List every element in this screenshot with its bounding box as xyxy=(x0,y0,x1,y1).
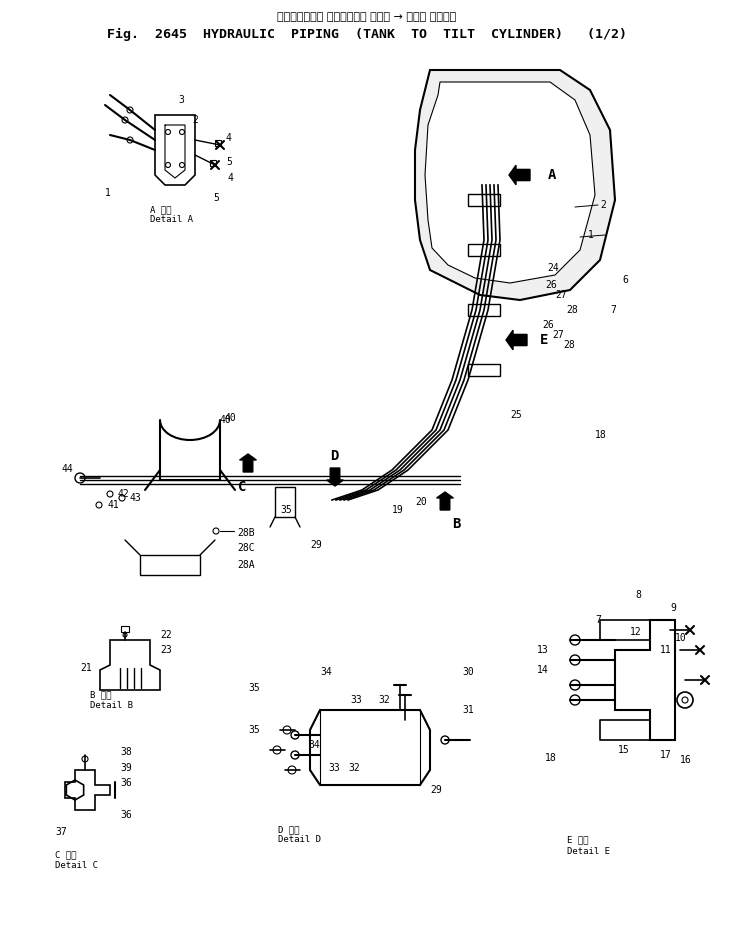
Text: 40: 40 xyxy=(220,415,232,425)
Text: 2: 2 xyxy=(192,115,198,125)
Text: 9: 9 xyxy=(670,603,676,613)
Text: 26: 26 xyxy=(545,280,556,290)
Text: Detail B: Detail B xyxy=(90,700,133,709)
Polygon shape xyxy=(509,166,530,185)
Text: 20: 20 xyxy=(415,497,427,507)
Text: 32: 32 xyxy=(378,695,390,705)
Text: 38: 38 xyxy=(120,747,132,757)
Text: C 詳細: C 詳細 xyxy=(55,850,76,859)
Text: 18: 18 xyxy=(545,753,556,763)
Text: 13: 13 xyxy=(537,645,549,655)
Text: 40: 40 xyxy=(225,413,237,423)
Polygon shape xyxy=(240,454,257,472)
Text: 1: 1 xyxy=(105,188,111,198)
Text: Detail D: Detail D xyxy=(278,835,321,845)
Circle shape xyxy=(127,137,133,143)
Text: 19: 19 xyxy=(392,505,404,515)
Bar xyxy=(210,160,216,166)
Text: 4: 4 xyxy=(228,173,234,183)
Text: 28A: 28A xyxy=(237,560,254,570)
Bar xyxy=(121,626,129,632)
Text: 10: 10 xyxy=(675,633,686,643)
Text: 28: 28 xyxy=(566,305,578,315)
Text: Detail C: Detail C xyxy=(55,860,98,869)
Polygon shape xyxy=(415,70,615,300)
Text: E 詳細: E 詳細 xyxy=(567,835,589,845)
Text: 1: 1 xyxy=(588,230,594,240)
Bar xyxy=(275,487,295,517)
Text: C: C xyxy=(238,480,246,494)
Text: 23: 23 xyxy=(160,645,172,655)
Bar xyxy=(468,304,500,316)
Text: 33: 33 xyxy=(350,695,362,705)
Text: 28: 28 xyxy=(563,340,575,350)
Text: 34: 34 xyxy=(320,667,331,677)
Text: 43: 43 xyxy=(130,493,142,503)
Text: 37: 37 xyxy=(55,827,67,837)
Text: 7: 7 xyxy=(595,615,601,625)
Text: 8: 8 xyxy=(635,590,641,600)
Text: 24: 24 xyxy=(547,263,559,273)
Polygon shape xyxy=(506,330,527,350)
Text: D 詳細: D 詳細 xyxy=(278,825,299,834)
Text: 22: 22 xyxy=(160,630,172,640)
Circle shape xyxy=(127,107,133,113)
Text: 4: 4 xyxy=(226,133,232,143)
Text: 2: 2 xyxy=(600,200,606,210)
Bar xyxy=(215,140,221,146)
Polygon shape xyxy=(437,492,453,510)
Text: 7: 7 xyxy=(610,305,616,315)
Text: 11: 11 xyxy=(660,645,672,655)
Text: 6: 6 xyxy=(622,275,628,285)
Text: 34: 34 xyxy=(308,740,320,750)
Bar xyxy=(468,194,500,206)
Text: 36: 36 xyxy=(120,810,132,820)
Text: 12: 12 xyxy=(630,627,642,637)
Text: 18: 18 xyxy=(595,430,607,440)
Text: 35: 35 xyxy=(248,683,259,693)
Text: 35: 35 xyxy=(248,725,259,735)
Text: D: D xyxy=(330,449,338,463)
Text: Detail E: Detail E xyxy=(567,847,610,857)
Text: 27: 27 xyxy=(555,290,567,300)
Text: 30: 30 xyxy=(462,667,474,677)
Text: Fig.  2645  HYDRAULIC  PIPING  (TANK  TO  TILT  CYLINDER)   (1/2): Fig. 2645 HYDRAULIC PIPING (TANK TO TILT… xyxy=(107,28,627,41)
Text: Detail A: Detail A xyxy=(150,216,193,225)
Polygon shape xyxy=(326,468,343,486)
Text: 32: 32 xyxy=(348,763,359,773)
Text: 14: 14 xyxy=(537,665,549,675)
Text: 17: 17 xyxy=(660,750,672,760)
Text: E: E xyxy=(540,333,548,347)
Bar xyxy=(468,244,500,256)
Text: 28C: 28C xyxy=(237,543,254,553)
Text: 31: 31 xyxy=(462,705,474,715)
Text: 29: 29 xyxy=(310,540,322,550)
Text: 28B: 28B xyxy=(237,528,254,538)
Text: 33: 33 xyxy=(328,763,340,773)
Text: 27: 27 xyxy=(552,330,564,340)
Text: 16: 16 xyxy=(680,755,692,765)
Text: 29: 29 xyxy=(430,785,442,795)
Text: 5: 5 xyxy=(226,157,232,167)
Polygon shape xyxy=(425,82,595,283)
Text: 41: 41 xyxy=(107,500,119,510)
Bar xyxy=(468,364,500,376)
Text: 42: 42 xyxy=(118,489,130,499)
Text: 36: 36 xyxy=(120,778,132,788)
Text: B: B xyxy=(452,517,460,531)
Text: A: A xyxy=(548,168,556,182)
Text: 3: 3 xyxy=(178,95,184,105)
Text: 21: 21 xyxy=(80,663,92,673)
Text: 5: 5 xyxy=(213,193,219,203)
Text: 44: 44 xyxy=(62,464,74,474)
Text: 25: 25 xyxy=(510,410,522,420)
Text: B 詳細: B 詳細 xyxy=(90,690,112,699)
Circle shape xyxy=(122,117,128,123)
Text: 15: 15 xyxy=(618,745,630,755)
Text: ハイドロリック パイピング　 タンク → チルト シリンダ: ハイドロリック パイピング タンク → チルト シリンダ xyxy=(277,12,456,22)
Text: 35: 35 xyxy=(280,505,292,515)
Text: 26: 26 xyxy=(542,320,553,330)
Text: A 詳細: A 詳細 xyxy=(150,205,171,215)
Text: 39: 39 xyxy=(120,763,132,773)
